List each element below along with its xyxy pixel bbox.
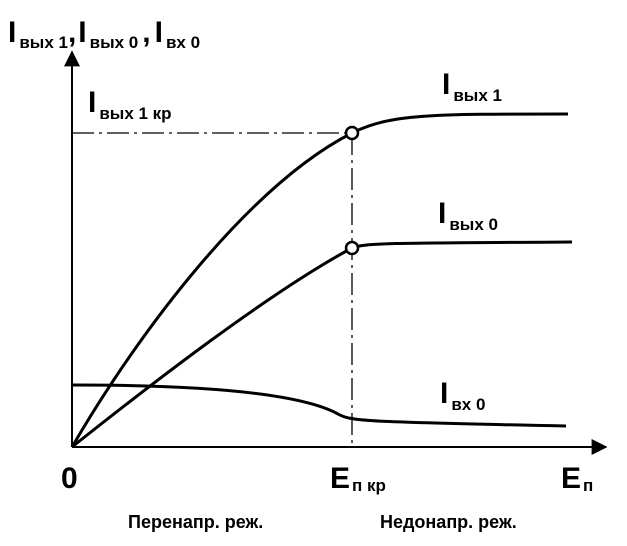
curve-out0: [71, 240, 573, 449]
critical-point: [344, 240, 360, 256]
mode-right: Недонапр. реж.: [380, 512, 517, 532]
curve-in0: [71, 383, 567, 428]
critical-point: [344, 125, 360, 141]
origin-label: 0: [61, 462, 78, 495]
curve-out1: [70, 112, 569, 448]
mode-left: Перенапр. реж.: [128, 512, 263, 532]
